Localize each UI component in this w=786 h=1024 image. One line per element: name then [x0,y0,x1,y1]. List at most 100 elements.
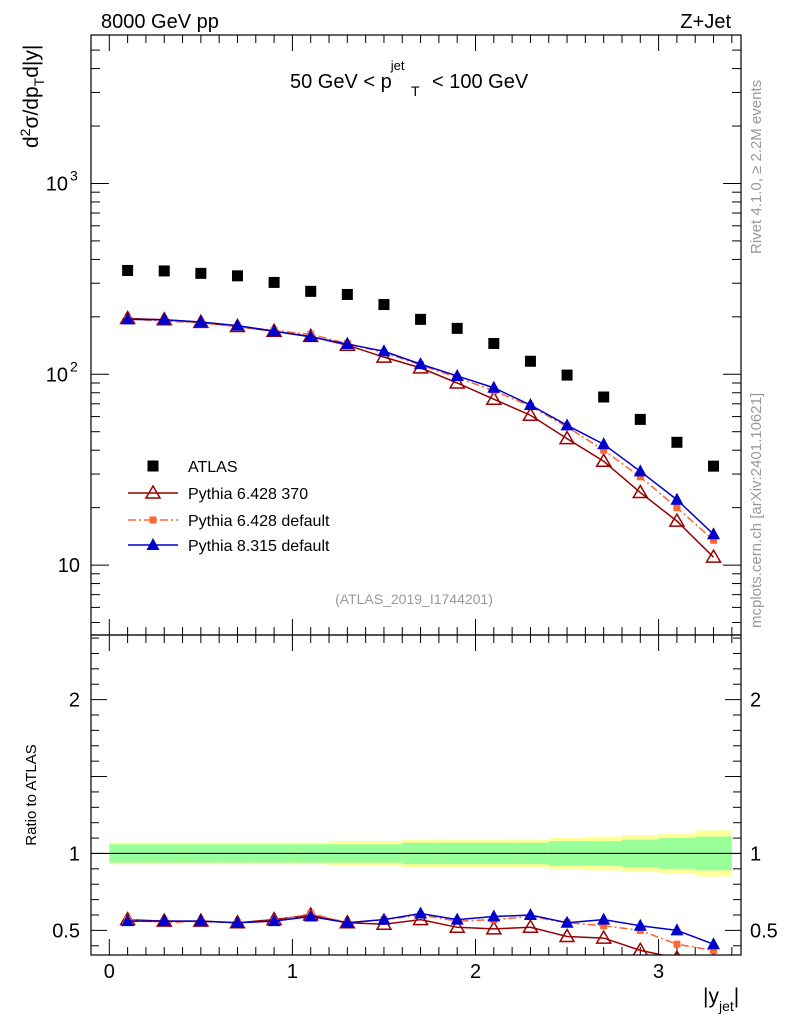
legend-item: ATLAS [147,459,238,476]
data-point [378,299,390,311]
series-pythia-8-315-default [121,312,721,540]
ratio-point [121,914,135,927]
data-point [230,318,244,331]
data-point [268,276,280,288]
data-point [705,548,722,563]
y-tick-label-exponent: 3 [70,167,78,183]
ratio-point [340,915,354,928]
rivet-version-label: Rivet 4.1.0, ≥ 2.2M events [748,80,765,254]
ratio-point [377,912,391,925]
legend-marker [147,460,159,472]
ratio-axis-ticks: 0.5 0.5 1 1 2 2 [52,637,778,947]
data-point [415,313,427,325]
series-pythia-6-428-default [124,315,718,544]
data-point [267,324,281,337]
data-point [304,329,318,342]
ratio-point [523,908,537,920]
main-series-layer [119,264,722,563]
ratio-point [595,929,612,944]
xlabel-sub: jet [718,998,734,1014]
ylabel-sub-T: T [31,77,47,86]
y-tick-label: 10 [46,173,68,195]
series-line [127,318,715,541]
ratio-point [632,941,648,955]
legend-label: Pythia 8.315 default [188,538,330,555]
data-point [157,312,171,325]
data-point [451,322,463,334]
legend: ATLAS Pythia 6.428 370 Pythia 6.428 defaul… [128,459,330,555]
data-point [487,380,501,393]
ratio-point [560,915,574,928]
ylabel-d: d [20,136,43,148]
data-point [671,436,683,448]
ratio-point [673,940,681,948]
data-point [633,464,647,477]
analysis-id-label: (ATLAS_2019_I1744201) [335,591,493,607]
x-tick-label: 2 [470,961,481,983]
data-point [488,337,500,349]
title-pre: 50 GeV < p [290,71,392,93]
data-point [523,398,537,411]
ratio-y-axis-label: Ratio to ATLAS [23,744,40,845]
ylabel-rest: d|y| [20,45,43,78]
ratio-point [600,922,608,930]
x-tick-label: 1 [287,961,298,983]
ratio-point [597,912,611,925]
data-point [561,369,573,381]
data-point [668,512,686,527]
data-point [670,492,684,505]
ratio-point [670,923,684,936]
ratio-point [304,909,318,922]
ratio-series-pythia-8-315-default [121,906,721,950]
ratio-y-tick-label: 0.5 [52,920,80,942]
legend-label: Pythia 6.428 370 [188,486,308,503]
ratio-point [710,946,718,954]
ratio-y-tick-label-right: 0.5 [750,920,778,942]
legend-label: ATLAS [188,459,238,476]
ratio-y-tick-label-right: 2 [750,690,761,712]
ratio-point [267,914,281,927]
data-point [340,337,354,350]
mcplots-label: mcplots.cern.ch [arXiv:2401.10621] [748,393,765,628]
data-point [634,413,646,425]
data-point [631,484,649,499]
data-point [636,473,644,481]
ratio-point [414,906,428,919]
header-left: 8000 GeV pp [101,11,219,33]
ratio-point [450,912,464,925]
data-point [158,265,170,277]
legend-item: Pythia 6.428 default [128,513,330,530]
data-point [448,374,466,389]
legend-label: Pythia 6.428 default [188,513,330,530]
data-point [595,452,612,468]
title-sup-jet: jet [390,58,405,73]
ratio-point [485,920,503,935]
ratio-y-tick-label: 1 [69,843,80,865]
data-point [121,312,135,325]
ratio-point [448,918,466,934]
data-point [560,418,574,431]
ratio-point [194,914,208,927]
ratio-plot-frame [90,634,742,956]
data-point [522,406,539,421]
y-tick-label-exponent: 2 [70,358,78,374]
ratio-point [707,937,721,950]
ratio-y-tick-label-right: 1 [750,843,761,865]
main-y-axis-label: d2σ/dpTd|y| [17,45,47,148]
data-point [194,314,208,327]
legend-item: Pythia 6.428 370 [128,484,308,503]
data-point [195,267,207,279]
ylabel-sigma: σ/dp [20,86,43,128]
ratio-point [487,909,501,922]
data-point [597,437,611,450]
ratio-point [712,952,715,955]
data-point [414,357,428,370]
header-right: Z+Jet [680,11,731,33]
data-point [122,264,134,276]
ratio-y-tick-label: 2 [69,690,80,712]
xlabel-main: |y [703,985,719,1008]
legend-marker [146,538,160,550]
data-point [377,344,391,357]
